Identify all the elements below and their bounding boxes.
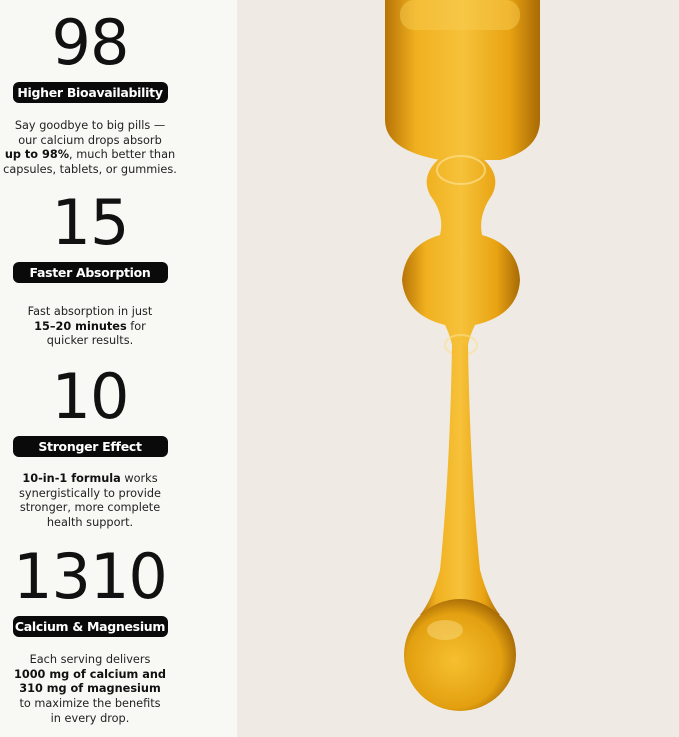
desc-text: for bbox=[126, 319, 146, 333]
oil-stream bbox=[420, 345, 500, 615]
desc-line: Say goodbye to big pills — bbox=[14, 119, 166, 132]
desc-line: quicker results. bbox=[46, 334, 134, 348]
desc-line: stronger, more complete bbox=[19, 501, 161, 515]
desc-line: in every drop. bbox=[50, 711, 130, 725]
stat-label: Calcium & Magnesium bbox=[12, 616, 168, 637]
stat-label: Faster Absorption bbox=[12, 262, 168, 283]
stat-bioavailability: 98 Higher Bioavailability Say goodbye to… bbox=[0, 12, 180, 178]
stats-panel: 98 Higher Bioavailability Say goodbye to… bbox=[0, 0, 237, 737]
desc-line: up to 98%, much better than bbox=[0, 148, 180, 163]
stat-effect: 10 Stronger Effect 10-in-1 formula works… bbox=[0, 366, 180, 531]
desc-line: to maximize the benefits bbox=[19, 697, 161, 711]
stat-calcium-magnesium: 1310 Calcium & Magnesium Each serving de… bbox=[0, 546, 180, 727]
stat-number: 1310 bbox=[13, 540, 168, 613]
dropper-tube bbox=[385, 0, 540, 160]
oil-dropper-image bbox=[385, 0, 540, 711]
desc-line: 1000 mg of calcium and bbox=[0, 668, 180, 683]
dropper-neck bbox=[402, 158, 520, 345]
stat-number: 10 bbox=[51, 360, 130, 433]
desc-line: 15–20 minutes for bbox=[0, 320, 180, 335]
desc-bold: 15–20 minutes bbox=[34, 319, 127, 333]
oil-drop bbox=[404, 599, 516, 711]
desc-line: 310 mg of magnesium bbox=[0, 682, 180, 697]
desc-bold: 10-in-1 formula bbox=[22, 472, 121, 485]
desc-line: Fast absorption in just bbox=[27, 305, 153, 318]
stat-description: Each serving delivers 1000 mg of calcium… bbox=[0, 653, 180, 727]
stat-number: 15 bbox=[51, 186, 130, 259]
desc-text: , much better than bbox=[69, 148, 176, 162]
stat-number: 98 bbox=[51, 6, 130, 79]
desc-line: our calcium drops absorb bbox=[18, 133, 162, 147]
desc-line: 10-in-1 formula works bbox=[0, 472, 180, 487]
desc-bold: 310 mg of magnesium bbox=[19, 682, 161, 696]
desc-line: health support. bbox=[46, 516, 134, 530]
stat-label: Higher Bioavailability bbox=[12, 82, 168, 103]
stat-description: Say goodbye to big pills — our calcium d… bbox=[0, 119, 180, 178]
stat-description: 10-in-1 formula works synergistically to… bbox=[0, 472, 180, 531]
desc-bold: up to 98% bbox=[4, 148, 70, 162]
stat-absorption: 15 Faster Absorption Fast absorption in … bbox=[0, 192, 180, 349]
desc-line: synergistically to provide bbox=[19, 486, 161, 500]
desc-text: works bbox=[120, 472, 158, 485]
stat-description: Fast absorption in just 15–20 minutes fo… bbox=[0, 305, 180, 349]
desc-line: capsules, tablets, or gummies. bbox=[3, 163, 177, 177]
tube-highlight bbox=[400, 0, 520, 30]
desc-line: Each serving delivers bbox=[29, 653, 151, 666]
stat-label: Stronger Effect bbox=[12, 436, 168, 457]
desc-bold: 1000 mg of calcium and bbox=[13, 667, 167, 681]
